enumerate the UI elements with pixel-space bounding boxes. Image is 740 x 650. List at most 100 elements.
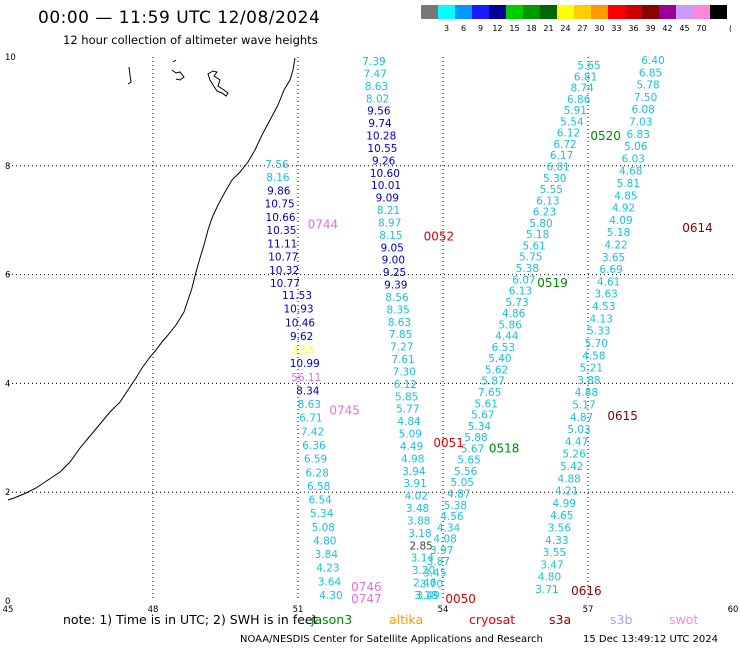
wave-height-label: 3.84 — [315, 549, 339, 561]
colorbar-swatch — [455, 5, 472, 19]
colorbar-label: 24 — [560, 24, 570, 33]
colorbar-swatch — [591, 5, 608, 19]
wave-height-label: 3.70 — [420, 579, 443, 591]
wave-height-label: 10.66 — [266, 212, 296, 224]
wave-height-label: 8.02 — [366, 93, 389, 105]
wave-height-label: 4.85 — [614, 190, 637, 202]
wave-height-label: 3.63 — [594, 289, 617, 301]
colorbar-label: 42 — [662, 24, 672, 33]
wave-height-label: 8.34 — [296, 385, 320, 397]
wave-height-label: 5.56 — [454, 466, 478, 478]
wave-height-label: 2.46 — [413, 578, 437, 590]
wave-height-label: 5.33 — [587, 326, 610, 338]
colorbar-swatch — [421, 5, 438, 19]
satellite-legend-item: s3a — [549, 612, 572, 627]
wave-height-label: 6.17 — [550, 150, 573, 162]
wave-height-label: 3.87 — [427, 556, 450, 568]
wave-height-label: 8.63 — [298, 399, 321, 411]
wave-height-label: 7.61 — [391, 354, 414, 366]
colorbar-swatch — [659, 5, 676, 19]
wave-height-label: 9.74 — [368, 118, 392, 130]
wave-height-label: 5.61 — [522, 240, 545, 252]
colorbar-label: 33 — [611, 24, 621, 33]
wave-height-label: 4.23 — [316, 563, 339, 575]
wave-height-label: 4.92 — [612, 203, 635, 215]
colorbar-label: 36 — [628, 24, 638, 33]
colorbar-swatch — [472, 5, 489, 19]
wave-height-label: 10.32 — [269, 265, 299, 277]
wave-height-label: 6.72 — [553, 139, 576, 151]
satellite-legend-item: jason3 — [311, 612, 353, 627]
wave-height-label: 5.73 — [505, 297, 528, 309]
wave-height-label: 8.56 — [385, 292, 409, 304]
wave-height-label: 6.83 — [627, 129, 650, 141]
wave-height-label: 8.63 — [365, 81, 388, 93]
wave-height-label: 5.54 — [560, 116, 584, 128]
wave-height-label: 8.15 — [379, 230, 402, 242]
wave-height-label: 7.85 — [389, 329, 412, 341]
x-tick-label: 51 — [293, 605, 304, 615]
wave-height-label: 4.99 — [553, 498, 576, 510]
wave-height-label: 5.81 — [617, 178, 640, 190]
wave-height-label: 6.86 — [567, 94, 591, 106]
wave-height-label: 10.75 — [265, 199, 295, 211]
x-tick-label: 57 — [583, 605, 594, 615]
colorbar-label: 18 — [526, 24, 536, 33]
wave-height-label: 5.62 — [485, 364, 508, 376]
pass-time-label: 0518 — [489, 442, 520, 456]
wave-height-label: 9.09 — [376, 193, 399, 205]
pass-time-label: 0615 — [607, 409, 638, 423]
wave-height-label: 5.88 — [464, 432, 487, 444]
y-tick-label: 10 — [5, 53, 16, 63]
wave-height-label: 5.17 — [572, 399, 595, 411]
x-tick-label: 45 — [3, 605, 14, 615]
wave-height-label: 5.61 — [475, 398, 498, 410]
wave-height-label: 10.01 — [371, 180, 401, 192]
wave-height-label: 5.87 — [481, 376, 504, 388]
wave-height-label: 5.86 — [499, 319, 523, 331]
wave-height-label: 4.80 — [313, 535, 336, 547]
wave-height-label: 9.26 — [372, 155, 396, 167]
wave-height-label: 6.36 — [302, 440, 326, 452]
colorbar-label: 15 — [509, 24, 519, 33]
wave-height-label: 8.97 — [378, 217, 401, 229]
wave-height-label: 5.34 — [310, 508, 334, 520]
wave-height-label: 4.49 — [400, 441, 423, 453]
pass-time-label: 0747 — [351, 592, 382, 606]
wave-height-label: 4.22 — [604, 240, 627, 252]
map-grid — [8, 57, 733, 601]
wave-height-label: 4.88 — [557, 473, 580, 485]
wave-height-label: 3.45 — [423, 567, 446, 579]
colorbar-swatch — [506, 5, 523, 19]
colorbar-label: 21 — [543, 24, 553, 33]
colorbar-label: 3 — [444, 24, 449, 33]
wave-height-label: 7.39 — [362, 56, 385, 68]
wave-height-label: 4.88 — [575, 387, 598, 399]
colorbar-label: 70 — [696, 24, 706, 33]
colorbar-label: 27 — [577, 24, 587, 33]
satellite-legend-item: swot — [669, 612, 699, 627]
colorbar-swatch — [438, 5, 455, 19]
wave-height-label: 3.64 — [318, 576, 342, 588]
wave-height-label: 3.55 — [291, 345, 314, 357]
wave-height-label: 9.39 — [384, 280, 407, 292]
wave-height-label: 3.47 — [540, 559, 563, 571]
wave-height-label: 11.53 — [282, 290, 312, 302]
wave-height-label: 10.35 — [266, 225, 296, 237]
wave-height-label: 5.70 — [585, 338, 608, 350]
wave-height-label: 10.46 — [285, 317, 315, 329]
wave-height-label: 4.08 — [433, 534, 456, 546]
colorbar-swatch — [693, 5, 710, 19]
wave-height-label: 6.07 — [512, 274, 535, 286]
wave-height-label: 3.55 — [543, 547, 566, 559]
wave-height-label: 4.02 — [405, 491, 428, 503]
wave-height-label: 5.85 — [395, 391, 418, 403]
wave-height-label: 6.12 — [557, 128, 580, 140]
wave-height-label: 4.21 — [555, 486, 578, 498]
wave-height-label: 6.40 — [641, 55, 664, 67]
wave-height-label: 4.13 — [590, 313, 613, 325]
wave-height-label: 3.71 — [535, 584, 558, 596]
wave-height-label: 5.40 — [488, 353, 511, 365]
y-tick-label: 0 — [5, 597, 10, 607]
wave-height-label: 4.87 — [570, 412, 593, 424]
